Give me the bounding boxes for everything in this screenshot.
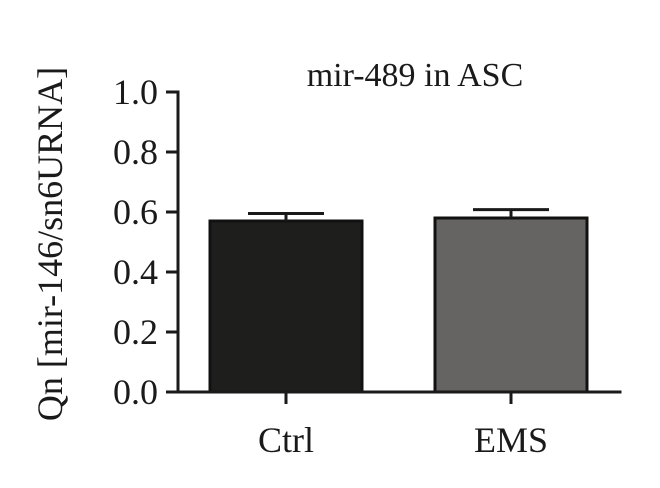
y-tick-label: 0.8 bbox=[113, 132, 158, 172]
y-tick-label: 0.4 bbox=[113, 252, 158, 292]
bar-ems bbox=[433, 216, 589, 394]
plot-area: 0.0 0.2 0.4 0.6 0.8 1.0 Ctrl EMS bbox=[113, 72, 622, 460]
chart-title: mir-489 in ASC bbox=[307, 57, 524, 94]
x-tick-label: Ctrl bbox=[258, 420, 314, 460]
y-tick-label: 1.0 bbox=[113, 72, 158, 112]
y-tick-label: 0.0 bbox=[113, 372, 158, 412]
bar-ctrl bbox=[208, 219, 364, 394]
y-tick-label: 0.6 bbox=[113, 192, 158, 232]
x-tick-label: EMS bbox=[474, 420, 548, 460]
y-tick-label: 0.2 bbox=[113, 312, 158, 352]
y-axis-label: Qn [mir-146/sn6URNA] bbox=[30, 67, 70, 421]
